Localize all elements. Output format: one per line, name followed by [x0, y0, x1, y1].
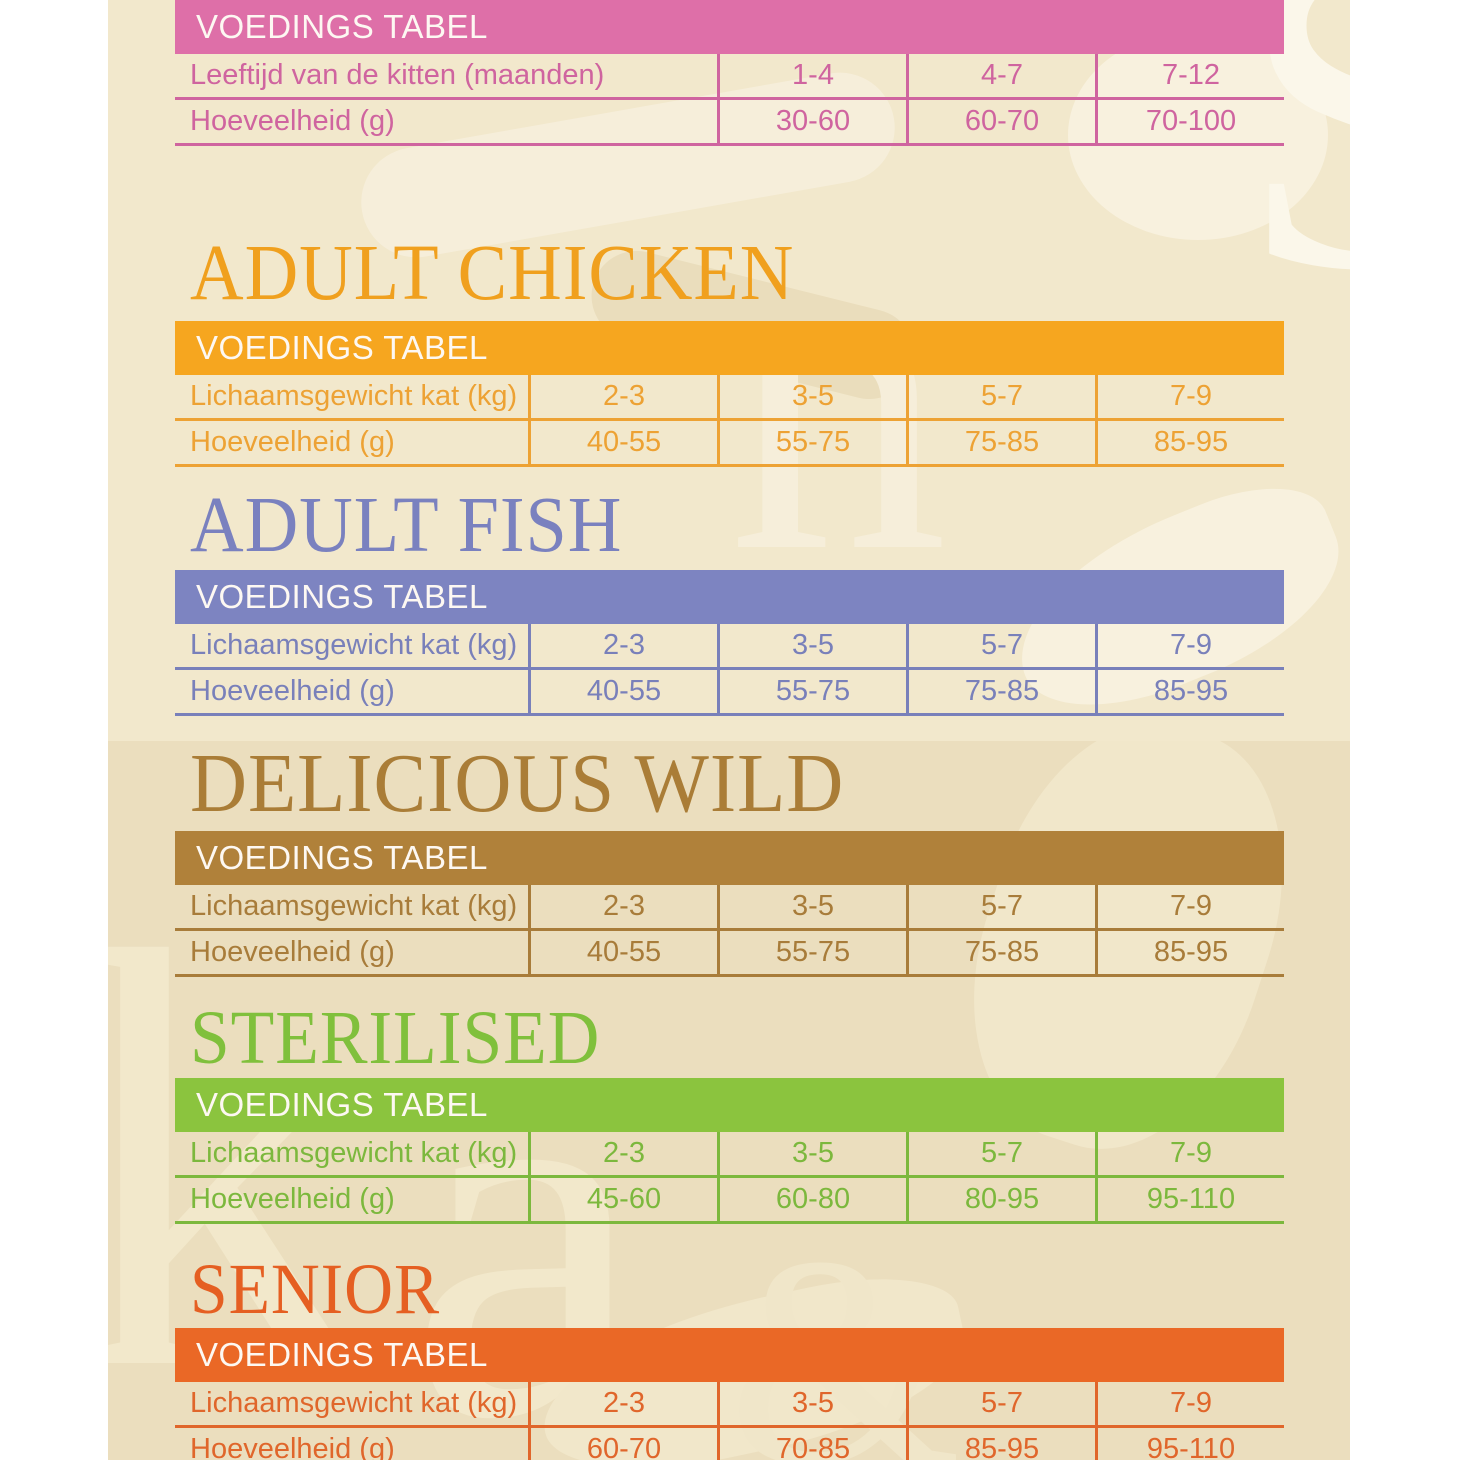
feeding-table: VOEDINGS TABEL Lichaamsgewicht kat (kg) … [175, 321, 1284, 467]
value-cell: 60-70 [906, 100, 1095, 143]
table-row: Hoeveelheid (g) 30-60 60-70 70-100 [175, 100, 1284, 146]
value-cell: 3-5 [717, 624, 906, 667]
value-cell: 5-7 [906, 624, 1095, 667]
row-label: Lichaamsgewicht kat (kg) [190, 1137, 518, 1169]
value-cell: 7-9 [1095, 624, 1284, 667]
row-label: Lichaamsgewicht kat (kg) [190, 1387, 518, 1419]
table-header-bar: VOEDINGS TABEL [175, 831, 1284, 885]
value-cell: 7-12 [1095, 54, 1284, 97]
table-header-label: VOEDINGS TABEL [196, 578, 488, 615]
row-label: Lichaamsgewicht kat (kg) [190, 380, 518, 412]
value-cell: 40-55 [528, 421, 717, 464]
value-cell: 7-9 [1095, 1382, 1284, 1425]
table-header-label: VOEDINGS TABEL [196, 1086, 488, 1123]
value-cell: 4-7 [906, 54, 1095, 97]
table-header-bar: VOEDINGS TABEL [175, 0, 1284, 54]
value-cell: 40-55 [528, 931, 717, 974]
table-header-label: VOEDINGS TABEL [196, 1336, 488, 1373]
value-cell: 3-5 [717, 885, 906, 928]
value-cell: 5-7 [906, 375, 1095, 418]
value-cell: 95-110 [1095, 1178, 1284, 1221]
value-cell: 95-110 [1095, 1428, 1284, 1460]
table-row: Hoeveelheid (g) 40-55 55-75 75-85 85-95 [175, 670, 1284, 716]
product-title: STERILISED [190, 996, 601, 1080]
table-header-label: VOEDINGS TABEL [196, 8, 488, 45]
feeding-table: VOEDINGS TABEL Lichaamsgewicht kat (kg) … [175, 1078, 1284, 1224]
table-row: Hoeveelheid (g) 60-70 70-85 85-95 95-110 [175, 1428, 1284, 1460]
value-cell: 45-60 [528, 1178, 717, 1221]
value-cell: 2-3 [528, 375, 717, 418]
row-label: Hoeveelheid (g) [190, 1433, 395, 1460]
product-title: ADULT FISH [190, 482, 623, 569]
product-title: ADULT CHICKEN [190, 230, 795, 317]
value-cell: 40-55 [528, 670, 717, 713]
value-cell: 80-95 [906, 1178, 1095, 1221]
table-header-label: VOEDINGS TABEL [196, 839, 488, 876]
value-cell: 5-7 [906, 1132, 1095, 1175]
value-cell: 60-70 [528, 1428, 717, 1460]
value-cell: 55-75 [717, 421, 906, 464]
watermark-blob [1068, 30, 1328, 240]
row-label: Hoeveelheid (g) [190, 426, 395, 458]
table-header-bar: VOEDINGS TABEL [175, 321, 1284, 375]
table-row: Hoeveelheid (g) 40-55 55-75 75-85 85-95 [175, 421, 1284, 467]
value-cell: 30-60 [717, 100, 906, 143]
table-header-label: VOEDINGS TABEL [196, 329, 488, 366]
value-cell: 5-7 [906, 885, 1095, 928]
watermark-letter: n [728, 156, 948, 643]
table-row: Lichaamsgewicht kat (kg) 2-3 3-5 5-7 7-9 [175, 1382, 1284, 1428]
value-cell: 85-95 [1095, 421, 1284, 464]
table-row: Lichaamsgewicht kat (kg) 2-3 3-5 5-7 7-9 [175, 624, 1284, 670]
feeding-table: VOEDINGS TABEL Lichaamsgewicht kat (kg) … [175, 1328, 1284, 1460]
value-cell: 60-80 [717, 1178, 906, 1221]
value-cell: 2-3 [528, 885, 717, 928]
value-cell: 75-85 [906, 421, 1095, 464]
value-cell: 85-95 [1095, 931, 1284, 974]
value-cell: 75-85 [906, 670, 1095, 713]
table-row: Leeftijd van de kitten (maanden) 1-4 4-7… [175, 54, 1284, 100]
product-title: SENIOR [190, 1249, 441, 1329]
row-label: Hoeveelheid (g) [190, 936, 395, 968]
value-cell: 70-100 [1095, 100, 1284, 143]
value-cell: 2-3 [528, 1132, 717, 1175]
feeding-table: VOEDINGS TABEL Lichaamsgewicht kat (kg) … [175, 570, 1284, 716]
value-cell: 3-5 [717, 1382, 906, 1425]
feeding-table: VOEDINGS TABEL Leeftijd van de kitten (m… [175, 0, 1284, 146]
table-header-bar: VOEDINGS TABEL [175, 1078, 1284, 1132]
row-label: Leeftijd van de kitten (maanden) [190, 59, 605, 91]
table-row: Hoeveelheid (g) 40-55 55-75 75-85 85-95 [175, 931, 1284, 977]
value-cell: 5-7 [906, 1382, 1095, 1425]
table-header-bar: VOEDINGS TABEL [175, 1328, 1284, 1382]
value-cell: 7-9 [1095, 1132, 1284, 1175]
table-row: Hoeveelheid (g) 45-60 60-80 80-95 95-110 [175, 1178, 1284, 1224]
value-cell: 85-95 [906, 1428, 1095, 1460]
row-label: Hoeveelheid (g) [190, 105, 395, 137]
value-cell: 85-95 [1095, 670, 1284, 713]
value-cell: 3-5 [717, 375, 906, 418]
value-cell: 7-9 [1095, 375, 1284, 418]
value-cell: 7-9 [1095, 885, 1284, 928]
row-label: Lichaamsgewicht kat (kg) [190, 629, 518, 661]
value-cell: 70-85 [717, 1428, 906, 1460]
watermark-letter: S [1238, 0, 1350, 340]
row-label: Hoeveelheid (g) [190, 1183, 395, 1215]
product-title: DELICIOUS WILD [190, 737, 845, 830]
row-label: Lichaamsgewicht kat (kg) [190, 890, 518, 922]
value-cell: 2-3 [528, 624, 717, 667]
value-cell: 55-75 [717, 931, 906, 974]
value-cell: 3-5 [717, 1132, 906, 1175]
value-cell: 55-75 [717, 670, 906, 713]
value-cell: 1-4 [717, 54, 906, 97]
feeding-table: VOEDINGS TABEL Lichaamsgewicht kat (kg) … [175, 831, 1284, 977]
table-row: Lichaamsgewicht kat (kg) 2-3 3-5 5-7 7-9 [175, 375, 1284, 421]
value-cell: 2-3 [528, 1382, 717, 1425]
table-row: Lichaamsgewicht kat (kg) 2-3 3-5 5-7 7-9 [175, 1132, 1284, 1178]
table-header-bar: VOEDINGS TABEL [175, 570, 1284, 624]
table-row: Lichaamsgewicht kat (kg) 2-3 3-5 5-7 7-9 [175, 885, 1284, 931]
value-cell: 75-85 [906, 931, 1095, 974]
row-label: Hoeveelheid (g) [190, 675, 395, 707]
